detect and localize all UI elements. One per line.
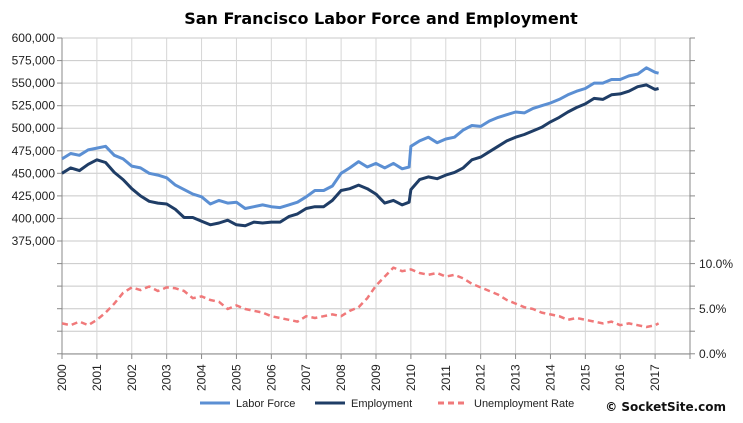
x-axis-tick-labels: 2000 2001 2002 2003 2004 2005 2006 2007 2008 2009…: [55, 364, 662, 391]
x-tick-label: 2010: [404, 364, 418, 391]
left-tick-label: 400,000: [12, 211, 56, 225]
left-tick-label: 525,000: [12, 99, 56, 113]
right-tick-label: 0.0%: [699, 347, 727, 361]
x-tick-label: 2013: [509, 364, 523, 391]
legend-label: Unemployment Rate: [474, 398, 574, 410]
x-tick-label: 2001: [90, 364, 104, 391]
x-tick-label: 2003: [160, 364, 174, 391]
x-tick-label: 2002: [125, 364, 139, 391]
series-lines: [61, 66, 660, 329]
x-tick-label: 2009: [369, 364, 383, 391]
left-tick-label: 550,000: [12, 76, 56, 90]
left-tick-label: 375,000: [12, 234, 56, 248]
left-tick-label: 475,000: [12, 144, 56, 158]
left-axis-tick-labels: 375,000 400,000 425,000 450,000 475,000 500,0…: [12, 31, 56, 248]
right-tick-label: 5.0%: [699, 302, 727, 316]
x-tick-label: 2000: [55, 364, 69, 391]
legend-label: Labor Force: [236, 398, 295, 410]
x-tick-label: 2012: [474, 364, 488, 391]
legend: Labor Force Employment Unemployment Rate: [200, 398, 574, 410]
credit-text: © SocketSite.com: [605, 400, 726, 414]
x-tick-label: 2014: [543, 364, 557, 391]
right-tick-label: 10.0%: [699, 257, 733, 271]
right-axis-tick-labels: 0.0% 5.0% 10.0%: [699, 257, 733, 361]
x-tick-label: 2005: [229, 364, 243, 391]
left-tick-label: 600,000: [12, 31, 56, 45]
left-tick-label: 500,000: [12, 121, 56, 135]
series-line-employment: [61, 83, 659, 228]
x-tick-label: 2008: [334, 364, 348, 391]
axes: [57, 37, 695, 359]
left-tick-label: 575,000: [12, 54, 56, 68]
x-tick-label: 2007: [299, 364, 313, 391]
x-tick-label: 2011: [439, 365, 453, 391]
series-line-labor-force: [61, 66, 659, 210]
left-tick-label: 425,000: [12, 189, 56, 203]
series-line-unemployment-rate: [61, 266, 660, 329]
x-tick-label: 2006: [264, 364, 278, 391]
x-tick-label: 2015: [578, 364, 592, 391]
left-tick-label: 450,000: [12, 166, 56, 180]
x-tick-label: 2016: [613, 364, 627, 391]
x-tick-label: 2004: [195, 364, 209, 391]
chart-title: San Francisco Labor Force and Employment: [184, 9, 578, 28]
legend-label: Employment: [351, 398, 412, 410]
x-tick-label: 2017: [648, 364, 662, 391]
